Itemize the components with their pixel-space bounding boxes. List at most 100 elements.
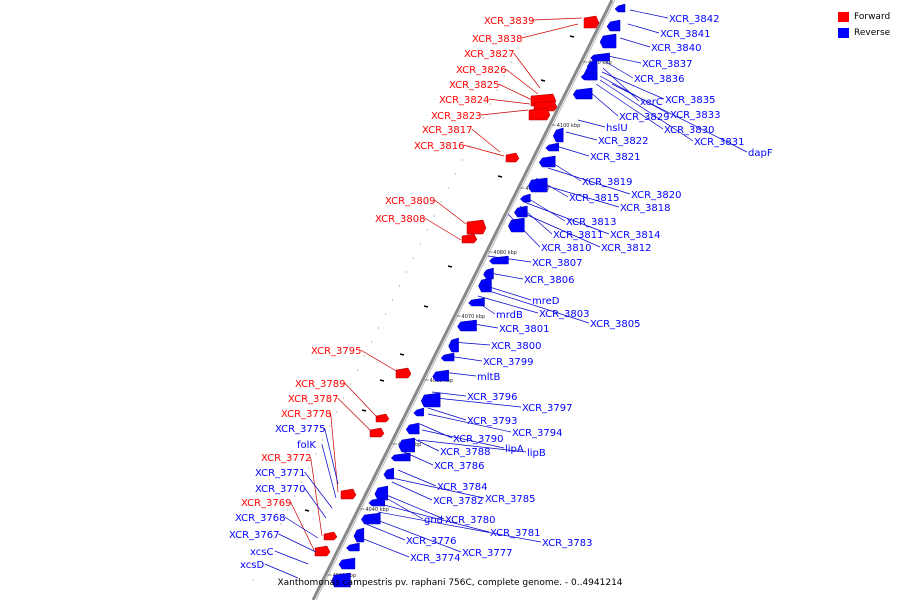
reverse-gene-label: XCR_3807: [532, 258, 583, 269]
forward-gene-label: XCR_3839: [484, 16, 535, 27]
reverse-leader-line: [278, 533, 317, 553]
reverse-leader-line: [355, 535, 410, 558]
reverse-gene-label: XCR_3801: [499, 324, 550, 335]
reverse-leader-line: [385, 497, 424, 520]
forward-gene: [528, 107, 551, 121]
reverse-gene: [398, 437, 415, 453]
reverse-gene: [448, 337, 459, 353]
tick-label: 4040 kbp: [365, 507, 389, 513]
reverse-leader-line: [602, 67, 640, 102]
reverse-leader-line: [523, 195, 566, 222]
forward-gene-label: XCR_3789: [295, 379, 346, 390]
reverse-gene-label: mreD: [532, 296, 560, 307]
guide-dot: [357, 369, 359, 371]
reverse-leader-line: [397, 469, 437, 487]
reverse-gene-label: XCR_3822: [598, 136, 649, 147]
guide-dot: [350, 383, 352, 385]
reverse-gene-label: XCR_3829: [619, 112, 670, 123]
guide-dot: [370, 341, 373, 343]
reverse-gene: [478, 277, 492, 293]
guide-dot: [531, 19, 533, 21]
reverse-gene-label: gnd: [424, 515, 443, 526]
forward-gene-label: XCR_3778: [281, 409, 332, 420]
reverse-gene-label: xcsD: [240, 560, 264, 571]
forward-leader-line: [310, 456, 323, 537]
guide-dot: [517, 47, 519, 49]
reverse-gene-label: XCR_3837: [642, 59, 693, 70]
forward-gene-label: XCR_3825: [449, 80, 500, 91]
reverse-gene-label: XCR_3793: [467, 416, 518, 427]
reverse-gene-label: XCR_3781: [490, 528, 541, 539]
guide-dot: [405, 271, 408, 273]
reverse-gene-label: XCR_3782: [433, 496, 484, 507]
tick-label: 4070 kbp: [462, 314, 486, 320]
guide-dot: [384, 313, 387, 315]
reverse-gene-label: XCR_3780: [445, 515, 496, 526]
reverse-gene-label: XCR_3811: [553, 230, 604, 241]
guide-dot: [287, 509, 289, 511]
reverse-leader-line: [427, 407, 467, 421]
reverse-leader-line: [523, 201, 610, 235]
reverse-gene: [580, 71, 598, 81]
forward-leader-line: [505, 68, 539, 95]
reverse-leader-line: [431, 391, 467, 397]
reverse-gene-label: XCR_3841: [660, 29, 711, 40]
reverse-gene-label: XCR_3788: [440, 447, 491, 458]
forward-leader-line: [434, 199, 467, 225]
reverse-gene: [508, 217, 525, 233]
reverse-leader-line: [601, 71, 665, 100]
legend-item-reverse: Reverse: [838, 25, 890, 41]
reverse-leader-line: [383, 493, 445, 520]
reverse-gene-label: XCR_3770: [255, 484, 306, 495]
reverse-leader-line: [483, 271, 524, 280]
legend: Forward Reverse: [838, 9, 890, 41]
reverse-gene: [614, 3, 626, 13]
reverse-leader-line: [515, 209, 601, 248]
reverse-leader-line: [539, 183, 620, 208]
reverse-gene: [545, 142, 559, 152]
genome-backbone-shadow: [315, 0, 616, 600]
reverse-leader-line: [555, 145, 590, 157]
reverse-leader-line: [473, 299, 496, 315]
reverse-gene: [331, 572, 351, 588]
reverse-leader-line: [379, 503, 490, 533]
reverse-leader-line: [391, 481, 433, 501]
reverse-gene-label: XCR_3790: [453, 434, 504, 445]
guide-dot: [294, 495, 296, 497]
guide-dot: [524, 33, 526, 35]
forward-gene: [583, 15, 600, 29]
reverse-leader-line: [611, 83, 748, 153]
guide-dot: [266, 551, 268, 553]
reverse-leader-line: [607, 55, 642, 64]
reverse-leader-line: [304, 471, 333, 509]
forward-gene-label: XCR_3795: [311, 346, 362, 357]
guide-dot: [329, 425, 331, 427]
forward-leader-line: [337, 397, 373, 433]
reverse-gene-label: XCR_3797: [522, 403, 573, 414]
reverse-gene-label: XCR_3774: [410, 553, 461, 564]
forward-leader-line: [471, 128, 501, 153]
forward-gene-label: XCR_3772: [261, 453, 312, 464]
forward-gene-label: XCR_3787: [288, 394, 339, 405]
reverse-leader-line: [479, 283, 532, 301]
reverse-leader-line: [377, 511, 542, 543]
forward-leader-line: [344, 382, 379, 419]
reverse-gene: [353, 527, 365, 543]
guide-dot: [343, 397, 345, 399]
forward-gene-label: XCR_3838: [472, 34, 523, 45]
reverse-gene: [374, 485, 389, 501]
guide-dot: [273, 537, 275, 539]
guide-dot: [315, 453, 317, 455]
guide-dot: [482, 117, 484, 119]
reverse-gene-label: XCR_3818: [620, 203, 671, 214]
forward-gene: [369, 427, 385, 438]
reverse-gene: [432, 369, 449, 382]
guide-dot: [363, 355, 366, 357]
reverse-leader-line: [419, 423, 453, 439]
reverse-leader-line: [365, 523, 406, 541]
reverse-leader-line: [461, 321, 499, 329]
forward-leader-line: [463, 144, 505, 157]
reverse-leader-line: [485, 289, 590, 324]
reverse-gene-label: XCR_3800: [491, 341, 542, 352]
